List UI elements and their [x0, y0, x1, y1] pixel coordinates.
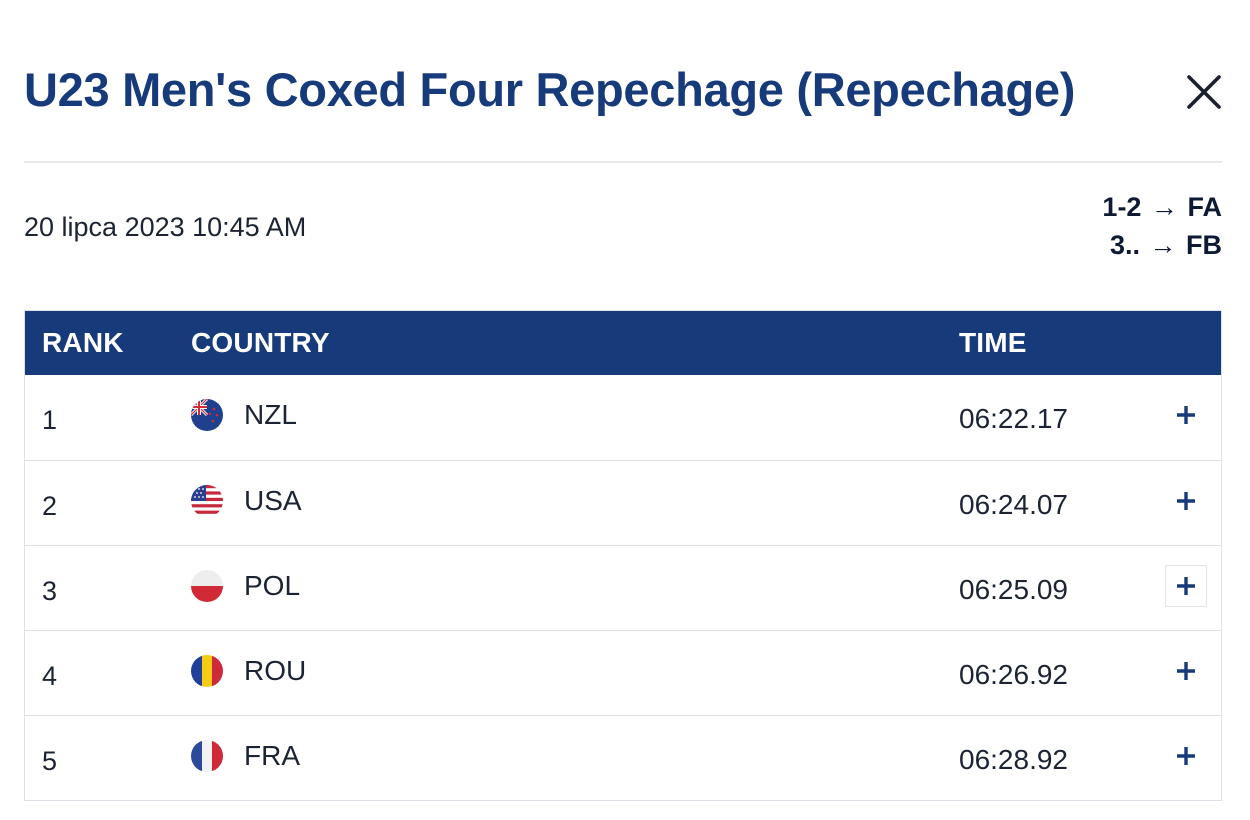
- progression-ranks: 1-2: [1102, 192, 1142, 222]
- table-row: 3 POL 06:25.09: [25, 545, 1221, 630]
- race-date: 20 lipca 2023 10:45 AM: [24, 212, 307, 242]
- progression-rule: 1-2 → FA: [1102, 188, 1222, 226]
- expand-row-button[interactable]: [1165, 735, 1207, 777]
- plus-icon: [1177, 492, 1195, 510]
- rank-column-header: RANK: [42, 327, 124, 358]
- arrow-right-icon: →: [1150, 192, 1178, 222]
- plus-icon: [1177, 406, 1195, 424]
- progression-final: FB: [1186, 230, 1222, 260]
- close-icon: [1187, 75, 1221, 109]
- rank-cell: 1: [42, 405, 58, 435]
- page-title: U23 Men's Coxed Four Repechage (Repechag…: [24, 63, 1076, 116]
- country-column-header: COUNTRY: [191, 327, 330, 358]
- usa-flag-icon: [191, 485, 223, 517]
- table-row: 5 FRA 06:28.92: [25, 715, 1221, 800]
- table-row: 1 NZL 06:22.17: [25, 375, 1221, 460]
- pol-flag-icon: [191, 570, 223, 602]
- rank-cell: 4: [42, 661, 58, 691]
- close-button[interactable]: [1182, 70, 1226, 114]
- arrow-right-icon: →: [1149, 230, 1177, 260]
- progression-rule: 3.. → FB: [1102, 226, 1222, 264]
- time-cell: 06:28.92: [959, 744, 1068, 775]
- table-row: 2: [25, 460, 1221, 545]
- expand-row-button[interactable]: [1165, 650, 1207, 692]
- fra-flag-icon: [191, 740, 223, 772]
- time-column-header: TIME: [959, 327, 1027, 358]
- table-row: 4 ROU 06:26.92: [25, 630, 1221, 715]
- expand-row-button[interactable]: [1165, 480, 1207, 522]
- expand-row-button[interactable]: [1165, 565, 1207, 607]
- expand-row-button[interactable]: [1165, 394, 1207, 436]
- rank-cell: 2: [42, 491, 58, 521]
- rou-flag-icon: [191, 655, 223, 687]
- country-cell: USA: [244, 485, 302, 516]
- header-divider: [24, 161, 1222, 163]
- plus-icon: [1177, 747, 1195, 765]
- progression-rules: 1-2 → FA 3.. → FB: [1102, 188, 1222, 264]
- progression-final: FA: [1187, 192, 1222, 222]
- time-cell: 06:25.09: [959, 574, 1068, 605]
- country-cell: ROU: [244, 655, 307, 686]
- time-cell: 06:22.17: [959, 403, 1068, 434]
- rank-cell: 5: [42, 746, 58, 776]
- table-body: 1 NZL 06:22.17: [25, 375, 1221, 800]
- plus-icon: [1177, 662, 1195, 680]
- country-cell: NZL: [244, 399, 297, 430]
- country-cell: FRA: [244, 740, 300, 771]
- country-cell: POL: [244, 570, 301, 601]
- rank-cell: 3: [42, 576, 58, 606]
- time-cell: 06:24.07: [959, 489, 1068, 520]
- table-header: RANK COUNTRY TIME: [25, 311, 1221, 375]
- progression-ranks: 3..: [1109, 230, 1140, 260]
- results-table: RANK COUNTRY TIME 1: [24, 310, 1222, 801]
- time-cell: 06:26.92: [959, 659, 1068, 690]
- plus-icon: [1177, 577, 1195, 595]
- nzl-flag-icon: [191, 399, 223, 431]
